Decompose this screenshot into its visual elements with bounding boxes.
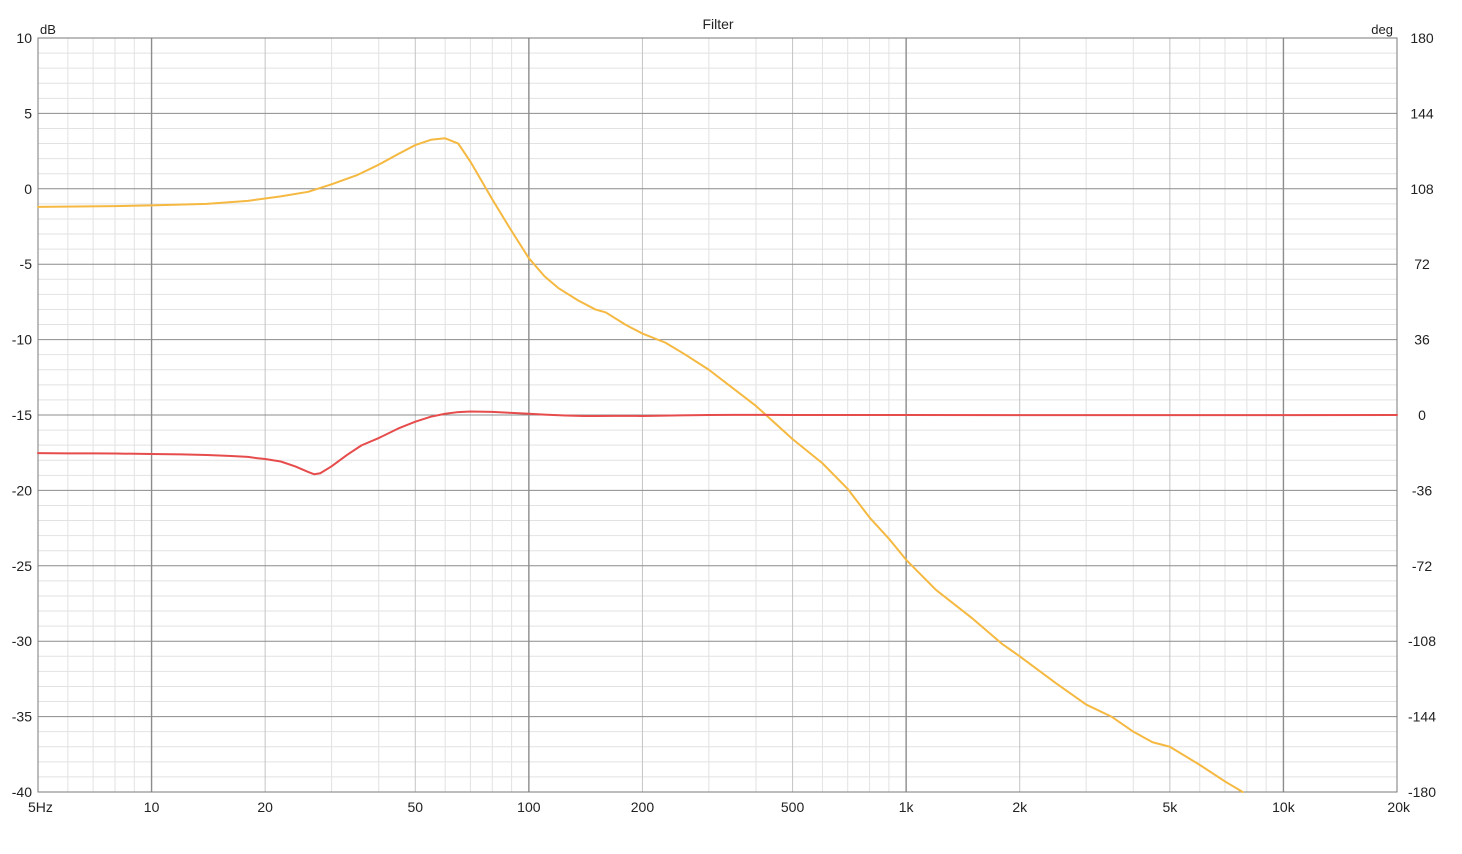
left-tick-label: -10 <box>12 332 32 348</box>
series-layer <box>37 137 1398 793</box>
x-tick-label: 500 <box>781 799 805 815</box>
right-tick-label: -36 <box>1412 482 1432 498</box>
right-tick-label: 180 <box>1410 30 1434 46</box>
x-tick-label: 200 <box>631 799 655 815</box>
right-tick-label: -72 <box>1412 558 1432 574</box>
left-tick-label: 5 <box>24 105 32 121</box>
x-tick-label: 100 <box>517 799 541 815</box>
right-tick-label: 144 <box>1410 105 1434 121</box>
left-tick-label: -35 <box>12 709 32 725</box>
x-tick-label: 5Hz <box>28 799 53 815</box>
left-tick-label: -25 <box>12 558 32 574</box>
x-tick-label: 2k <box>1012 799 1028 815</box>
right-tick-labels: 180 144 108 72 36 0 -36 -72 -108 -144 -180 <box>1408 30 1436 800</box>
series-line-1 <box>37 137 1244 793</box>
left-tick-label: 0 <box>24 181 32 197</box>
left-tick-label: -30 <box>12 633 32 649</box>
left-tick-label: -5 <box>20 256 33 272</box>
right-tick-label: 108 <box>1410 181 1434 197</box>
x-tick-label: 1k <box>899 799 915 815</box>
x-tick-labels: 5Hz 10 20 50 100 200 500 1k 2k 5k 10k 20k <box>28 799 1411 815</box>
right-tick-label: -180 <box>1408 784 1436 800</box>
right-tick-label: 36 <box>1414 332 1430 348</box>
chart-title: Filter <box>702 16 733 32</box>
right-axis-unit: deg <box>1371 22 1393 37</box>
right-tick-label: 72 <box>1414 256 1430 272</box>
left-tick-label: -20 <box>12 482 32 498</box>
x-tick-label: 10k <box>1272 799 1296 815</box>
right-tick-label: -108 <box>1408 633 1436 649</box>
x-tick-label: 50 <box>407 799 423 815</box>
x-tick-label: 20 <box>257 799 273 815</box>
left-tick-label: -40 <box>12 784 32 800</box>
x-tick-label: 5k <box>1162 799 1178 815</box>
left-axis-unit: dB <box>40 22 56 37</box>
left-tick-label: 10 <box>16 30 32 46</box>
x-tick-label: 20k <box>1387 799 1411 815</box>
right-tick-label: -144 <box>1408 709 1436 725</box>
x-tick-label: 10 <box>144 799 160 815</box>
series-line-2 <box>37 410 1398 476</box>
right-tick-label: 0 <box>1418 407 1426 423</box>
left-tick-labels: 10 5 0 -5 -10 -15 -20 -25 -30 -35 -40 <box>12 30 32 800</box>
left-tick-label: -15 <box>12 407 32 423</box>
